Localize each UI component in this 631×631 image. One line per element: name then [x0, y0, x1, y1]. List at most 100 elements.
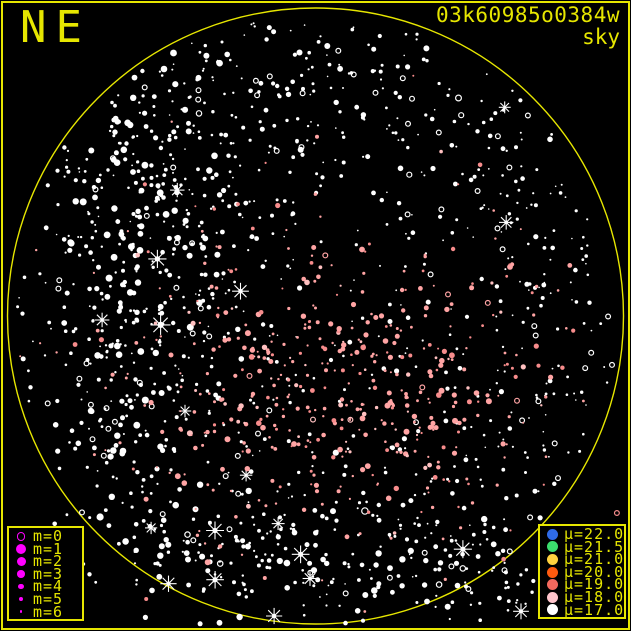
- star: [234, 268, 238, 271]
- star-ring: [435, 581, 443, 588]
- star: [101, 298, 104, 301]
- star: [539, 303, 543, 308]
- star: [339, 284, 342, 287]
- star: [446, 93, 450, 97]
- star: [483, 204, 486, 207]
- star: [425, 299, 431, 305]
- star: [334, 518, 339, 523]
- star: [20, 311, 25, 316]
- star: [200, 229, 204, 233]
- star: [239, 164, 242, 167]
- star: [212, 207, 216, 211]
- star-ring: [399, 75, 406, 82]
- star: [216, 59, 223, 67]
- star: [371, 190, 376, 196]
- star: [146, 250, 150, 254]
- star: [450, 246, 456, 252]
- star: [556, 327, 560, 331]
- star: [275, 202, 281, 209]
- star: [61, 320, 68, 326]
- star: [552, 481, 557, 486]
- star: [476, 465, 480, 469]
- star: [385, 495, 392, 502]
- star: [390, 422, 394, 425]
- star: [523, 451, 527, 454]
- star: [499, 310, 503, 314]
- star: [424, 536, 427, 539]
- star: [408, 498, 414, 504]
- star: [224, 292, 227, 295]
- star: [433, 567, 438, 572]
- star: [535, 393, 538, 397]
- star: [319, 240, 323, 244]
- legend-row: m=4: [9, 579, 82, 594]
- star: [109, 284, 112, 288]
- star: [108, 343, 114, 349]
- star: [295, 140, 299, 144]
- star: [292, 52, 297, 57]
- star: [348, 497, 351, 500]
- star-ring: [234, 452, 241, 459]
- star: [434, 605, 437, 609]
- star: [188, 189, 191, 191]
- star: [469, 603, 473, 606]
- star: [376, 514, 379, 518]
- star: [470, 591, 474, 595]
- star: [386, 351, 389, 354]
- star: [240, 553, 244, 556]
- star: [105, 349, 109, 353]
- star: [202, 330, 207, 335]
- star: [227, 268, 230, 271]
- star-ring: [588, 349, 595, 356]
- star: [414, 473, 418, 476]
- star: [289, 267, 292, 270]
- star: [141, 490, 144, 494]
- star: [433, 425, 439, 431]
- star: [240, 77, 243, 80]
- star: [302, 581, 305, 584]
- star-ring: [613, 510, 620, 517]
- star: [274, 360, 279, 364]
- star: [271, 81, 276, 86]
- star: [309, 261, 314, 265]
- star-ring: [465, 585, 472, 592]
- star: [423, 465, 428, 470]
- star: [580, 390, 584, 394]
- star: [448, 480, 451, 483]
- star: [359, 415, 366, 422]
- star: [182, 223, 186, 226]
- star: [294, 373, 297, 377]
- star: [402, 269, 406, 273]
- star: [52, 521, 57, 527]
- star: [161, 182, 165, 186]
- star: [427, 455, 430, 458]
- star: [236, 202, 240, 207]
- star: [514, 145, 518, 150]
- star: [291, 441, 297, 447]
- star: [190, 434, 193, 437]
- star: [216, 381, 222, 387]
- star: [470, 425, 473, 429]
- star: [298, 351, 302, 355]
- star: [214, 251, 221, 258]
- star: [275, 198, 279, 202]
- star: [227, 204, 232, 209]
- star: [205, 389, 210, 393]
- star: [316, 274, 321, 280]
- star: [444, 306, 450, 313]
- star: [519, 131, 522, 134]
- star: [430, 165, 436, 172]
- star: [504, 580, 509, 585]
- star: [96, 264, 101, 270]
- star: [471, 282, 474, 285]
- star: [255, 405, 259, 410]
- star: [336, 489, 341, 494]
- star: [269, 530, 272, 533]
- star: [453, 400, 458, 405]
- star: [119, 398, 125, 404]
- star: [325, 593, 328, 596]
- star: [307, 50, 312, 55]
- star: [183, 550, 190, 556]
- star: [376, 482, 379, 485]
- star-ring: [506, 164, 513, 171]
